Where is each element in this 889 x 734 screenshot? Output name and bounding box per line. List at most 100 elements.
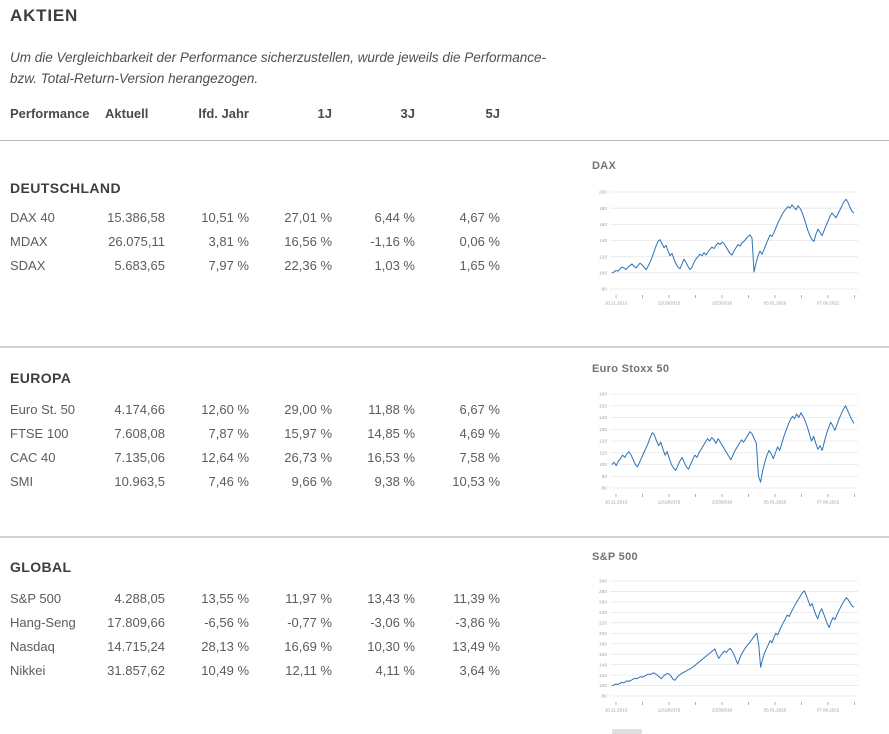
table-row: Hang-Seng 17.809,66 -6,56 % -0,77 % -3,06 % -… (10, 610, 500, 634)
svg-text:220: 220 (599, 621, 607, 627)
index-value: 7,46 % (208, 473, 249, 489)
intro-text: Um die Vergleichbarkeit der Performance … (10, 47, 600, 89)
svg-text:05.01.2020: 05.01.2020 (764, 301, 787, 306)
svg-text:200: 200 (599, 631, 607, 637)
svg-text:140: 140 (599, 238, 607, 244)
index-value: 7.608,08 (114, 425, 165, 441)
col-header-performance: Performance (10, 106, 90, 121)
index-value: 10.963,5 (114, 473, 165, 489)
svg-text:12/18/2015: 12/18/2015 (658, 301, 681, 306)
col-header-5j: 5J (485, 106, 500, 121)
table-europa: Euro St. 50 4.174,66 12,60 % 29,00 % 11,88 %… (10, 397, 500, 493)
svg-text:280: 280 (599, 589, 607, 595)
index-value: -0,77 % (287, 614, 332, 630)
svg-text:90: 90 (602, 474, 608, 480)
index-value: 4.288,05 (114, 590, 165, 606)
line-chart-svg: 200 180 160 140 120 100 80 10.11.2013 12/18/2015… (599, 190, 858, 306)
page-title: AKTIEN (10, 6, 79, 25)
table-row: Euro St. 50 4.174,66 12,60 % 29,00 % 11,88 %… (10, 397, 500, 421)
svg-text:07.08.2022: 07.08.2022 (817, 708, 840, 713)
table-row: CAC 40 7.135,06 12,64 % 26,73 % 16,53 % 7,58 … (10, 445, 500, 469)
index-value: 4,69 % (459, 425, 500, 441)
table-row: Nasdaq 14.715,24 28,13 % 16,69 % 10,30 % 13,4… (10, 634, 500, 658)
table-row: MDAX 26.075,11 3,81 % 16,56 % -1,16 % 0,06 % (10, 229, 500, 253)
section-heading-europa: EUROPA (10, 370, 72, 386)
section-heading-deutschland: DEUTSCHLAND (10, 180, 121, 196)
index-value: 16,56 % (284, 233, 332, 249)
intro-text-line1: Um die Vergleichbarkeit der Performance … (10, 50, 546, 65)
table-row: FTSE 100 7.608,08 7,87 % 15,97 % 14,85 % 4,69… (10, 421, 500, 445)
svg-text:100: 100 (599, 683, 607, 689)
svg-text:07.08.2022: 07.08.2022 (817, 500, 840, 505)
index-value: 13,49 % (452, 638, 500, 654)
svg-text:260: 260 (599, 600, 607, 606)
index-value: 11,39 % (453, 590, 500, 606)
index-name: Euro St. 50 (10, 401, 76, 417)
svg-text:130: 130 (599, 427, 607, 433)
index-value: 1,65 % (459, 257, 500, 273)
index-name: CAC 40 (10, 449, 56, 465)
line-chart-svg: 160 150 140 130 120 110 100 90 80 10.11.2013 12/18… (599, 392, 858, 505)
index-value: 28,13 % (201, 638, 249, 654)
index-value: 13,55 % (201, 590, 249, 606)
index-value: 4,67 % (459, 209, 500, 225)
svg-text:05.01.2020: 05.01.2020 (764, 500, 787, 505)
table-row: Nikkei 31.857,62 10,49 % 12,11 % 4,11 % 3,64 … (10, 658, 500, 682)
svg-text:10.11.2013: 10.11.2013 (605, 301, 628, 306)
table-deutschland: DAX 40 15.386,58 10,51 % 27,01 % 6,44 % 4,67 … (10, 205, 500, 277)
col-header-aktuell: Aktuell (105, 106, 149, 121)
index-value: 5.683,65 (114, 257, 165, 273)
chart-dax: DAX 200 180 160 140 120 100 80 10.11.2013 12/18/… (592, 160, 884, 310)
index-value: 9,38 % (374, 473, 415, 489)
col-header-1j: 1J (317, 106, 332, 121)
index-value: 10,30 % (367, 638, 415, 654)
index-value: 1,03 % (374, 257, 415, 273)
svg-text:80: 80 (602, 694, 608, 700)
svg-text:120: 120 (599, 254, 607, 260)
chart-plot-sp-500: 300 280 260 240 220 200 180 160 140 120 100 80 10.11… (592, 575, 884, 715)
index-value: 13,43 % (367, 590, 415, 606)
svg-text:12/18/2015: 12/18/2015 (658, 708, 681, 713)
svg-text:240: 240 (599, 610, 607, 616)
index-name: Nikkei (10, 662, 46, 678)
col-header-lfd-jahr: lfd. Jahr (198, 106, 249, 121)
chart-title-euro-stoxx-50: Euro Stoxx 50 (592, 363, 670, 375)
index-value: 0,06 % (459, 233, 500, 249)
index-value: 4,11 % (375, 662, 415, 678)
index-value: 11,88 % (368, 401, 415, 417)
index-name: Hang-Seng (10, 614, 76, 630)
index-value: 12,11 % (285, 662, 332, 678)
index-value: 9,66 % (291, 473, 332, 489)
chart-sp-500: S&P 500 300 280 260 240 220 200 180 160 140 120 10… (592, 551, 884, 715)
svg-text:140: 140 (599, 415, 607, 421)
table-row: DAX 40 15.386,58 10,51 % 27,01 % 6,44 % 4,67 … (10, 205, 500, 229)
index-value: 14,85 % (367, 425, 415, 441)
index-value: 7,58 % (459, 449, 500, 465)
index-value: 12,64 % (201, 449, 249, 465)
index-name: Nasdaq (10, 638, 55, 654)
svg-text:100: 100 (599, 271, 607, 277)
svg-text:80: 80 (602, 486, 608, 492)
svg-text:100: 100 (599, 462, 607, 468)
index-value: -6,56 % (204, 614, 249, 630)
svg-text:120: 120 (599, 439, 607, 445)
svg-text:110: 110 (599, 450, 607, 456)
svg-text:180: 180 (599, 206, 607, 212)
index-value: 3,64 % (459, 662, 500, 678)
svg-text:10.11.2013: 10.11.2013 (605, 500, 628, 505)
section-heading-global: GLOBAL (10, 559, 72, 575)
index-value: 7.135,06 (114, 449, 165, 465)
index-value: 17.809,66 (107, 614, 165, 630)
index-value: 22,36 % (284, 257, 332, 273)
index-name: SDAX (10, 257, 46, 273)
index-value: 16,53 % (367, 449, 415, 465)
svg-text:160: 160 (599, 392, 607, 398)
chart-euro-stoxx-50: Euro Stoxx 50 160 150 140 130 120 110 100 90 80 1… (592, 363, 884, 510)
index-name: SMI (10, 473, 34, 489)
svg-text:80: 80 (602, 287, 608, 293)
table-row: S&P 500 4.288,05 13,55 % 11,97 % 13,43 % 11,3… (10, 586, 500, 610)
svg-text:180: 180 (599, 641, 607, 647)
svg-text:200: 200 (599, 190, 607, 196)
svg-text:150: 150 (599, 403, 607, 409)
header-rule (0, 140, 889, 141)
